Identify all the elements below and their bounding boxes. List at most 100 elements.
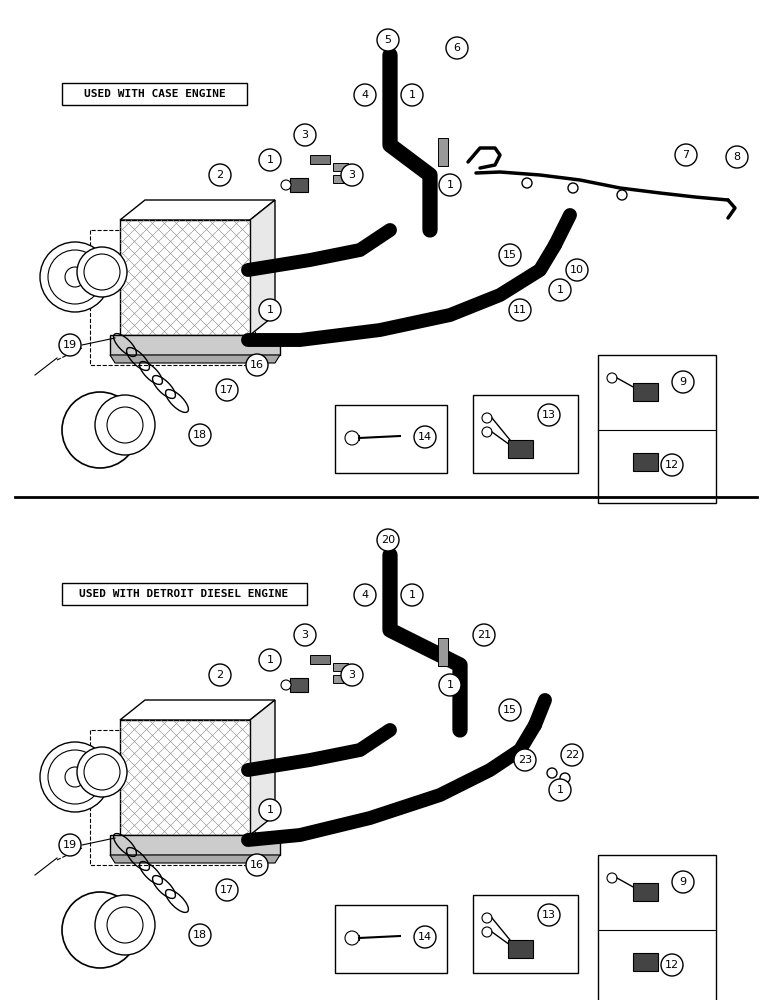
Circle shape — [345, 431, 359, 445]
Text: 1: 1 — [446, 680, 453, 690]
Text: 1: 1 — [266, 805, 273, 815]
Text: 4: 4 — [361, 590, 368, 600]
Circle shape — [522, 178, 532, 188]
Circle shape — [48, 750, 102, 804]
Circle shape — [259, 299, 281, 321]
Circle shape — [294, 124, 316, 146]
Circle shape — [65, 767, 85, 787]
Text: 2: 2 — [216, 670, 224, 680]
Circle shape — [59, 834, 81, 856]
Circle shape — [617, 190, 627, 200]
Text: 1: 1 — [266, 305, 273, 315]
Circle shape — [499, 699, 521, 721]
Bar — [333, 175, 348, 183]
Circle shape — [547, 768, 557, 778]
Circle shape — [281, 180, 291, 190]
Text: 12: 12 — [665, 960, 679, 970]
Circle shape — [40, 742, 110, 812]
Circle shape — [77, 247, 127, 297]
Circle shape — [40, 242, 110, 312]
Circle shape — [354, 584, 376, 606]
Circle shape — [482, 927, 492, 937]
Circle shape — [189, 424, 211, 446]
Circle shape — [482, 913, 492, 923]
Text: 10: 10 — [570, 265, 584, 275]
Bar — [438, 138, 448, 166]
Text: 22: 22 — [565, 750, 579, 760]
Text: 9: 9 — [679, 377, 686, 387]
Text: 2: 2 — [216, 170, 224, 180]
Text: 1: 1 — [266, 155, 273, 165]
Bar — [473, 395, 578, 473]
Text: USED WITH DETROIT DIESEL ENGINE: USED WITH DETROIT DIESEL ENGINE — [80, 589, 289, 599]
Bar — [62, 83, 247, 105]
Polygon shape — [250, 200, 275, 335]
Circle shape — [341, 664, 363, 686]
Circle shape — [672, 871, 694, 893]
Circle shape — [209, 664, 231, 686]
Circle shape — [48, 250, 102, 304]
Circle shape — [439, 174, 461, 196]
Text: 18: 18 — [193, 430, 207, 440]
Bar — [310, 655, 330, 664]
Text: 16: 16 — [250, 360, 264, 370]
Polygon shape — [120, 220, 250, 335]
Polygon shape — [110, 855, 280, 863]
Polygon shape — [110, 355, 280, 363]
Circle shape — [281, 680, 291, 690]
Bar — [310, 155, 330, 164]
Circle shape — [246, 854, 268, 876]
Text: 3: 3 — [348, 670, 355, 680]
Text: 1: 1 — [266, 655, 273, 665]
Text: 3: 3 — [302, 630, 309, 640]
Bar — [290, 678, 308, 692]
Text: 16: 16 — [250, 860, 264, 870]
Circle shape — [354, 84, 376, 106]
Circle shape — [499, 244, 521, 266]
Text: 1: 1 — [446, 180, 453, 190]
Bar — [355, 435, 359, 440]
Circle shape — [377, 29, 399, 51]
Circle shape — [62, 892, 138, 968]
Circle shape — [661, 454, 683, 476]
Bar — [508, 440, 533, 458]
Polygon shape — [250, 700, 275, 835]
Bar — [335, 905, 447, 973]
Bar — [633, 953, 658, 971]
Circle shape — [95, 395, 155, 455]
Circle shape — [259, 649, 281, 671]
Circle shape — [560, 773, 570, 783]
Bar — [633, 383, 658, 401]
Bar — [508, 940, 533, 958]
Polygon shape — [110, 835, 280, 855]
Text: 14: 14 — [418, 432, 432, 442]
Bar — [598, 855, 716, 1000]
Circle shape — [77, 747, 127, 797]
Circle shape — [549, 279, 571, 301]
Text: 1: 1 — [408, 90, 415, 100]
Bar — [438, 638, 448, 666]
Circle shape — [538, 904, 560, 926]
Circle shape — [566, 259, 588, 281]
Circle shape — [209, 164, 231, 186]
Text: 3: 3 — [302, 130, 309, 140]
Circle shape — [259, 799, 281, 821]
Circle shape — [607, 373, 617, 383]
Text: 17: 17 — [220, 385, 234, 395]
Circle shape — [568, 183, 578, 193]
Text: 11: 11 — [513, 305, 527, 315]
Bar — [62, 583, 307, 605]
Circle shape — [59, 334, 81, 356]
Text: 23: 23 — [518, 755, 532, 765]
Circle shape — [95, 895, 155, 955]
Text: 6: 6 — [453, 43, 461, 53]
Polygon shape — [110, 335, 280, 355]
Text: 13: 13 — [542, 410, 556, 420]
Bar — [335, 405, 447, 473]
Text: 9: 9 — [679, 877, 686, 887]
Circle shape — [414, 926, 436, 948]
Circle shape — [246, 354, 268, 376]
Circle shape — [401, 584, 423, 606]
Circle shape — [401, 84, 423, 106]
Text: USED WITH CASE ENGINE: USED WITH CASE ENGINE — [84, 89, 226, 99]
